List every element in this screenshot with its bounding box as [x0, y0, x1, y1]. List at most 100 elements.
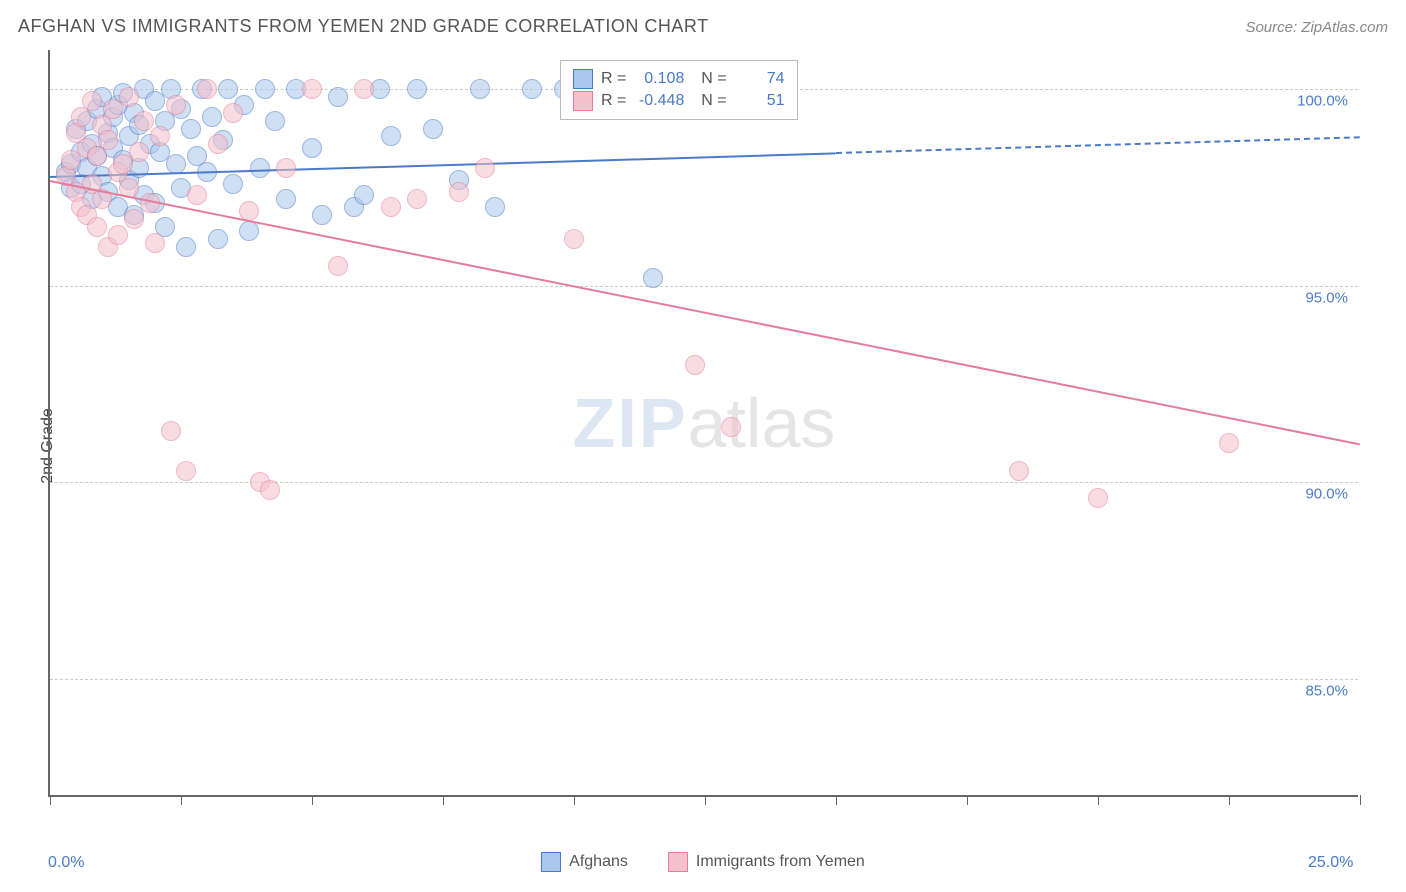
data-point	[119, 87, 139, 107]
chart-plot-area: ZIPatlas 85.0% 90.0% 95.0% 100.0% R = 0.108 N…	[48, 50, 1358, 797]
data-point	[161, 421, 181, 441]
data-point	[354, 79, 374, 99]
stat-r-label: R =	[601, 92, 626, 110]
data-point	[87, 217, 107, 237]
stat-n-label: N =	[692, 92, 726, 110]
x-tick	[967, 795, 968, 805]
x-tick	[836, 795, 837, 805]
watermark: ZIPatlas	[573, 383, 836, 463]
data-point	[218, 79, 238, 99]
x-tick	[181, 795, 182, 805]
stat-r-value: 0.108	[634, 70, 684, 88]
stat-n-value: 74	[735, 70, 785, 88]
legend-label-yemen: Immigrants from Yemen	[696, 853, 865, 871]
legend-item-afghans: Afghans	[541, 852, 628, 872]
data-point	[260, 480, 280, 500]
data-point	[208, 229, 228, 249]
data-point	[381, 197, 401, 217]
x-tick	[443, 795, 444, 805]
data-point	[250, 158, 270, 178]
stats-legend-row: R = -0.448 N = 51	[573, 91, 785, 111]
y-tick-label: 85.0%	[1305, 683, 1348, 700]
chart-title: AFGHAN VS IMMIGRANTS FROM YEMEN 2ND GRAD…	[18, 16, 709, 37]
data-point	[181, 119, 201, 139]
data-point	[208, 134, 228, 154]
y-tick-label: 95.0%	[1305, 289, 1348, 306]
data-point	[475, 158, 495, 178]
data-point	[145, 233, 165, 253]
data-point	[255, 79, 275, 99]
data-point	[150, 126, 170, 146]
data-point	[312, 205, 332, 225]
trend-line	[50, 180, 1360, 445]
legend-label-afghans: Afghans	[569, 853, 628, 871]
data-point	[108, 225, 128, 245]
stat-n-value: 51	[735, 92, 785, 110]
stats-legend-row: R = 0.108 N = 74	[573, 69, 785, 89]
stat-r-value: -0.448	[634, 92, 684, 110]
data-point	[276, 189, 296, 209]
data-point	[328, 87, 348, 107]
data-point	[643, 268, 663, 288]
data-point	[98, 130, 118, 150]
x-tick	[1360, 795, 1361, 805]
y-tick-label: 90.0%	[1305, 486, 1348, 503]
source-label: Source: ZipAtlas.com	[1245, 19, 1388, 36]
data-point	[176, 461, 196, 481]
data-point	[449, 182, 469, 202]
data-point	[302, 138, 322, 158]
data-point	[564, 229, 584, 249]
data-point	[1088, 488, 1108, 508]
data-point	[176, 237, 196, 257]
data-point	[223, 103, 243, 123]
data-point	[721, 417, 741, 437]
data-point	[485, 197, 505, 217]
data-point	[328, 256, 348, 276]
x-tick	[705, 795, 706, 805]
gridline	[50, 482, 1358, 483]
stats-legend: R = 0.108 N = 74 R = -0.448 N = 51	[560, 60, 798, 120]
data-point	[187, 185, 207, 205]
header: AFGHAN VS IMMIGRANTS FROM YEMEN 2ND GRAD…	[18, 16, 1388, 37]
bottom-legend: Afghans Immigrants from Yemen	[0, 852, 1406, 872]
data-point	[82, 91, 102, 111]
swatch-icon	[573, 69, 593, 89]
legend-item-yemen: Immigrants from Yemen	[668, 852, 865, 872]
data-point	[470, 79, 490, 99]
x-axis-label: 0.0%	[48, 854, 84, 872]
data-point	[354, 185, 374, 205]
trend-line	[836, 136, 1360, 154]
data-point	[522, 79, 542, 99]
watermark-part2: atlas	[688, 384, 836, 462]
x-tick	[1229, 795, 1230, 805]
data-point	[202, 107, 222, 127]
x-axis-label: 25.0%	[1308, 854, 1353, 872]
data-point	[166, 95, 186, 115]
data-point	[407, 189, 427, 209]
data-point	[134, 111, 154, 131]
data-point	[223, 174, 243, 194]
data-point	[276, 158, 296, 178]
data-point	[265, 111, 285, 131]
data-point	[124, 209, 144, 229]
y-tick-label: 100.0%	[1297, 93, 1348, 110]
stat-n-label: N =	[692, 70, 726, 88]
data-point	[1009, 461, 1029, 481]
x-tick	[574, 795, 575, 805]
data-point	[302, 79, 322, 99]
data-point	[239, 221, 259, 241]
gridline	[50, 286, 1358, 287]
data-point	[197, 79, 217, 99]
swatch-icon	[573, 91, 593, 111]
data-point	[423, 119, 443, 139]
watermark-part1: ZIP	[573, 384, 688, 462]
x-tick	[312, 795, 313, 805]
data-point	[685, 355, 705, 375]
x-tick	[50, 795, 51, 805]
stat-r-label: R =	[601, 70, 626, 88]
data-point	[1219, 433, 1239, 453]
swatch-afghans	[541, 852, 561, 872]
data-point	[381, 126, 401, 146]
data-point	[407, 79, 427, 99]
gridline	[50, 679, 1358, 680]
